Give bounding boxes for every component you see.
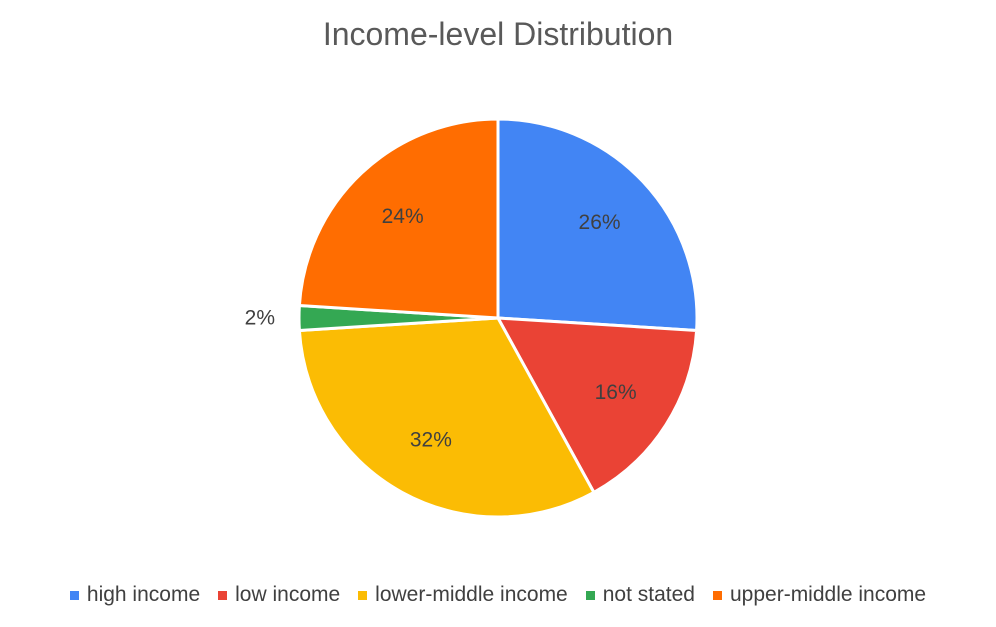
legend-swatch [69,590,79,600]
legend-swatch [585,590,595,600]
legend-label: low income [235,583,341,606]
legend-label: upper-middle income [729,583,927,606]
chart-legend: high income low income lower-middle income… [0,583,996,607]
legend-swatch [218,590,228,600]
legend-label: lower-middle income [375,583,568,606]
legend-swatch [358,590,368,600]
pie-slice-high-income [496,117,699,332]
pie-label-lower-middle-income: 32% [410,429,452,452]
legend-item-upper-middle-income: upper-middle income [712,583,927,607]
legend-item-lower-middle-income: lower-middle income [358,583,568,607]
pie-slice-low-income [496,316,699,494]
pie-slices [297,117,699,519]
legend-item-low-income: low income [218,583,340,607]
legend-item-high-income: high income [69,583,201,607]
pie-slice-lower-middle-income [297,316,596,519]
legend-label: high income [86,583,201,606]
legend-item-not-stated: not stated [585,583,695,607]
chart-title: Income-level Distribution [322,16,674,52]
pie-labels: 26% 16% 32% 2% 24% [245,205,637,452]
pie-label-not-stated: 2% [245,307,275,330]
legend-swatch [712,590,722,600]
pie-label-high-income: 26% [579,211,621,234]
pie-slice-upper-middle-income [297,117,500,320]
pie-label-low-income: 16% [595,381,637,404]
legend-label: not stated [602,583,695,606]
pie-label-upper-middle-income: 24% [382,205,424,228]
